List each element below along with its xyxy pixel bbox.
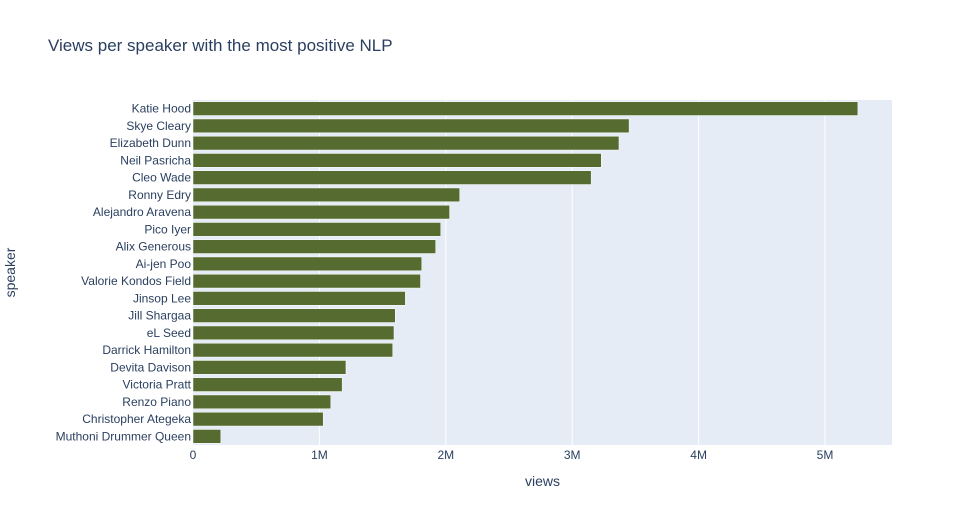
x-tick-label: 0 [190, 448, 197, 462]
y-axis-title: speaker [2, 247, 18, 297]
y-tick-label: Alix Generous [116, 240, 191, 254]
x-tick-labels: 0 1M 2M 3M 4M 5M [190, 448, 834, 462]
bar [192, 187, 460, 203]
y-tick-label: Pico Iyer [144, 222, 191, 236]
bar [192, 204, 450, 220]
y-tick-label: Christopher Ategeka [82, 412, 191, 426]
bar [192, 429, 222, 444]
y-tick-label: Alejandro Aravena [93, 205, 191, 219]
bar [192, 153, 602, 168]
x-tick-label: 3M [564, 448, 581, 462]
bar [192, 118, 630, 134]
bar [192, 291, 406, 306]
y-tick-label: Neil Pasricha [120, 153, 191, 167]
bar [192, 239, 436, 254]
bar [192, 256, 423, 272]
y-tick-label: Darrick Hamilton [102, 343, 191, 357]
bar [192, 360, 347, 375]
bar [192, 308, 396, 323]
bar [192, 394, 332, 410]
bars [192, 101, 859, 444]
y-tick-label: Muthoni Drummer Queen [56, 429, 191, 443]
y-tick-label: Skye Cleary [126, 119, 191, 133]
bar [192, 222, 441, 237]
y-tick-labels: Katie Hood Skye Cleary Elizabeth Dunn Neil … [56, 102, 192, 444]
bar [192, 101, 859, 116]
y-tick-label: Cleo Wade [132, 171, 191, 185]
x-axis-title: views [525, 473, 560, 489]
plot-area [193, 100, 892, 445]
bar [192, 325, 395, 341]
y-tick-label: Renzo Piano [122, 395, 191, 409]
y-tick-label: Katie Hood [132, 102, 191, 116]
y-tick-label: eL Seed [147, 326, 191, 340]
x-tick-label: 2M [437, 448, 454, 462]
y-tick-label: Elizabeth Dunn [110, 136, 191, 150]
bar [192, 135, 620, 151]
x-tick-label: 1M [311, 448, 328, 462]
chart-title: Views per speaker with the most positive… [48, 36, 393, 55]
x-tick-label: 4M [690, 448, 707, 462]
bar [192, 170, 592, 185]
y-tick-label: Ronny Edry [128, 188, 191, 202]
bar [192, 342, 393, 358]
y-tick-label: Ai-jen Poo [136, 257, 192, 271]
y-tick-label: Valorie Kondos Field [81, 274, 191, 288]
x-tick-label: 5M [817, 448, 834, 462]
y-tick-label: Jill Shargaa [128, 309, 191, 323]
y-tick-label: Devita Davison [110, 360, 191, 374]
bar [192, 273, 421, 289]
y-tick-label: Jinsop Lee [133, 291, 191, 305]
y-tick-label: Victoria Pratt [123, 378, 192, 392]
bar [192, 411, 324, 427]
bar [192, 377, 343, 392]
